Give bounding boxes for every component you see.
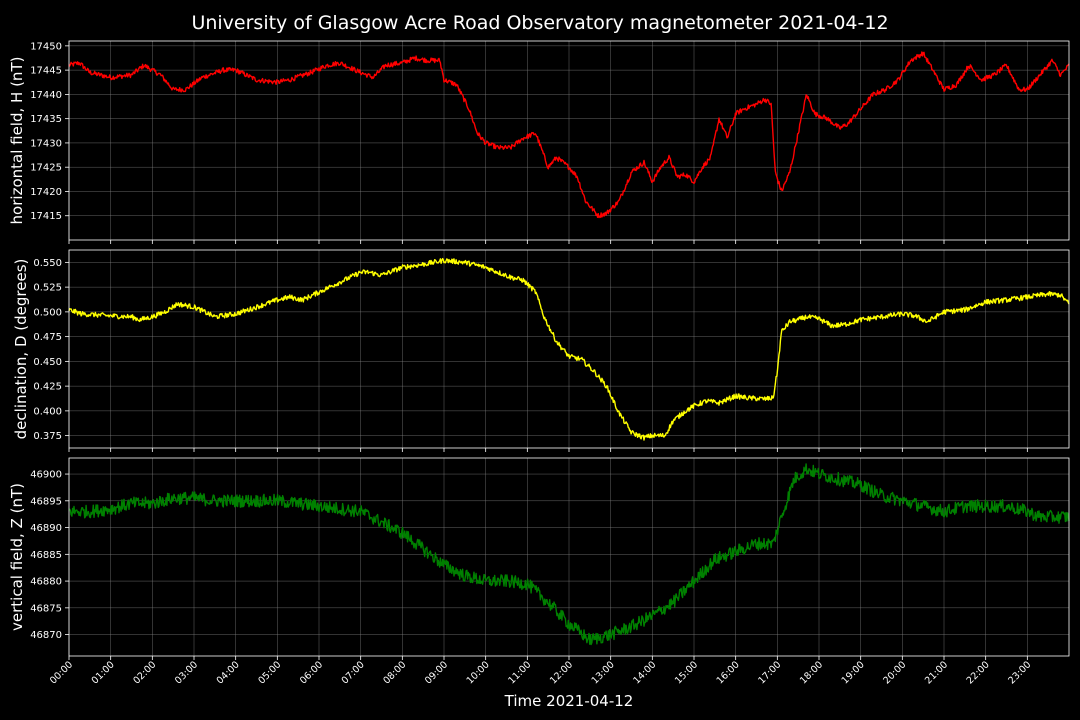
y-tick-label: 17445: [30, 66, 62, 77]
y-tick-label: 0.500: [33, 307, 62, 318]
y-tick-label: 17415: [30, 211, 62, 222]
y-tick-label: 46880: [30, 577, 62, 588]
y-axis-label: horizontal field, H (nT): [8, 57, 26, 225]
chart-title: University of Glasgow Acre Road Observat…: [191, 12, 888, 34]
y-tick-label: 46875: [30, 603, 62, 614]
series-line: [68, 257, 1070, 441]
y-axis-label: declination, D (degrees): [12, 259, 30, 440]
series-line: [68, 51, 1070, 219]
panel-2: 0.375 0.400 0.425 0.450 0.475 0.500 0.525 0.550…: [12, 249, 1070, 452]
y-tick-label: 46885: [30, 550, 62, 561]
y-axis-label: vertical field, Z (nT): [8, 483, 26, 631]
y-tick-label: 0.400: [33, 406, 62, 417]
y-tick-label: 17425: [30, 163, 62, 174]
y-tick-label: 0.425: [33, 382, 62, 393]
y-tick-label: 46895: [30, 496, 62, 507]
axes-frame: [68, 40, 1070, 241]
y-tick-label: 46870: [30, 630, 62, 641]
panel-3: 46870 46875 46880 46885 46890 46895 46900 verti…: [8, 457, 1070, 660]
series-line: [68, 463, 1070, 646]
y-tick-label: 0.375: [33, 431, 62, 442]
y-tick-label: 46890: [30, 523, 62, 534]
y-tick-label: 0.475: [33, 332, 62, 343]
axes-frame: [68, 457, 1070, 657]
y-tick-label: 0.525: [33, 283, 62, 294]
y-tick-label: 0.550: [33, 258, 62, 269]
y-tick-label: 17435: [30, 114, 62, 125]
y-tick-label: 46900: [30, 470, 62, 481]
y-tick-label: 17450: [30, 41, 62, 52]
y-tick-label: 17420: [30, 187, 62, 198]
y-tick-label: 17430: [30, 138, 62, 149]
x-axis-label: Time 2021-04-12: [504, 692, 634, 710]
y-tick-label: 17440: [30, 90, 62, 101]
y-tick-label: 0.450: [33, 357, 62, 368]
axes-frame: [68, 249, 1070, 449]
panel-1: 17415 17420 17425 17430 17435 17440 17445 17450…: [8, 40, 1070, 244]
